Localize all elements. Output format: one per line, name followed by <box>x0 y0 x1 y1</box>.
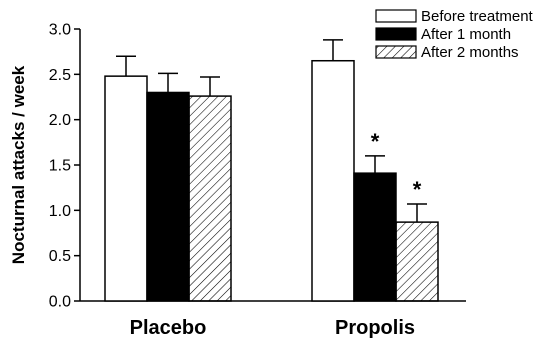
y-tick-label: 0.5 <box>49 248 71 265</box>
bar <box>311 59 355 302</box>
legend-swatch <box>375 27 417 41</box>
bar <box>146 91 190 302</box>
bar <box>353 172 397 302</box>
category-label: Placebo <box>130 317 207 339</box>
y-tick-label: 2.5 <box>49 67 71 84</box>
legend-swatch <box>375 9 417 23</box>
error-bars <box>116 39 427 223</box>
bar <box>395 221 439 302</box>
legend-label: Before treatment <box>421 8 534 25</box>
significance-star: * <box>413 177 422 202</box>
bar <box>188 95 232 302</box>
legend-label: After 2 months <box>421 44 519 61</box>
legend-swatch <box>375 45 417 59</box>
legend-label: After 1 month <box>421 26 511 43</box>
y-tick-label: 1.5 <box>49 158 71 175</box>
category-label: Propolis <box>335 317 415 339</box>
bar <box>104 75 148 302</box>
y-tick-label: 0.0 <box>49 294 71 311</box>
y-tick-label: 1.0 <box>49 203 71 220</box>
bars <box>104 59 439 302</box>
y-tick-label: 2.0 <box>49 112 71 129</box>
y-axis-title: Nocturnal attacks / week <box>9 65 28 264</box>
y-tick-label: 3.0 <box>49 22 71 39</box>
significance-star: * <box>371 129 380 154</box>
labels: Nocturnal attacks / week Placebo Propolis *… <box>9 65 422 339</box>
